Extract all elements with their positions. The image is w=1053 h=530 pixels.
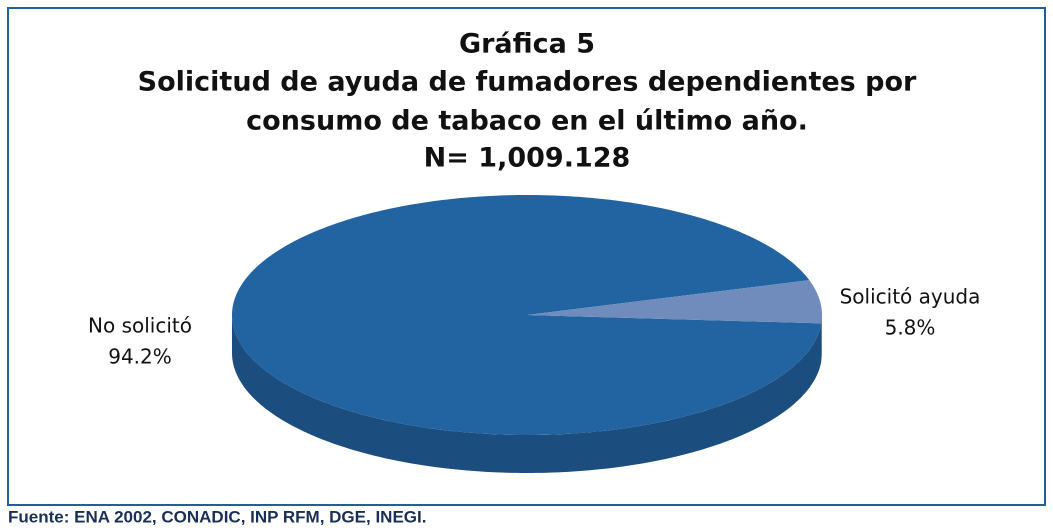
- chart-title: Gráfica 5: [459, 29, 595, 60]
- chart-title: Solicitud de ayuda de fumadores dependie…: [138, 67, 917, 98]
- pie-slice: [527, 280, 822, 324]
- slice-value-label: 5.8%: [885, 316, 936, 340]
- chart-title: N= 1,009.128: [424, 143, 631, 174]
- slice-label: Solicitó ayuda: [840, 285, 981, 309]
- source: Fuente: ENA 2002, CONADIC, INP RFM, DGE,…: [8, 507, 426, 526]
- pie-slice-side: [232, 315, 822, 473]
- chart-title: consumo de tabaco en el último año.: [246, 106, 808, 137]
- pie-slice: [232, 195, 822, 435]
- pie: [232, 195, 822, 473]
- slice-value-label: 94.2%: [108, 345, 172, 369]
- pie-slice-side: [821, 315, 822, 362]
- slice-label: No solicitó: [88, 314, 192, 338]
